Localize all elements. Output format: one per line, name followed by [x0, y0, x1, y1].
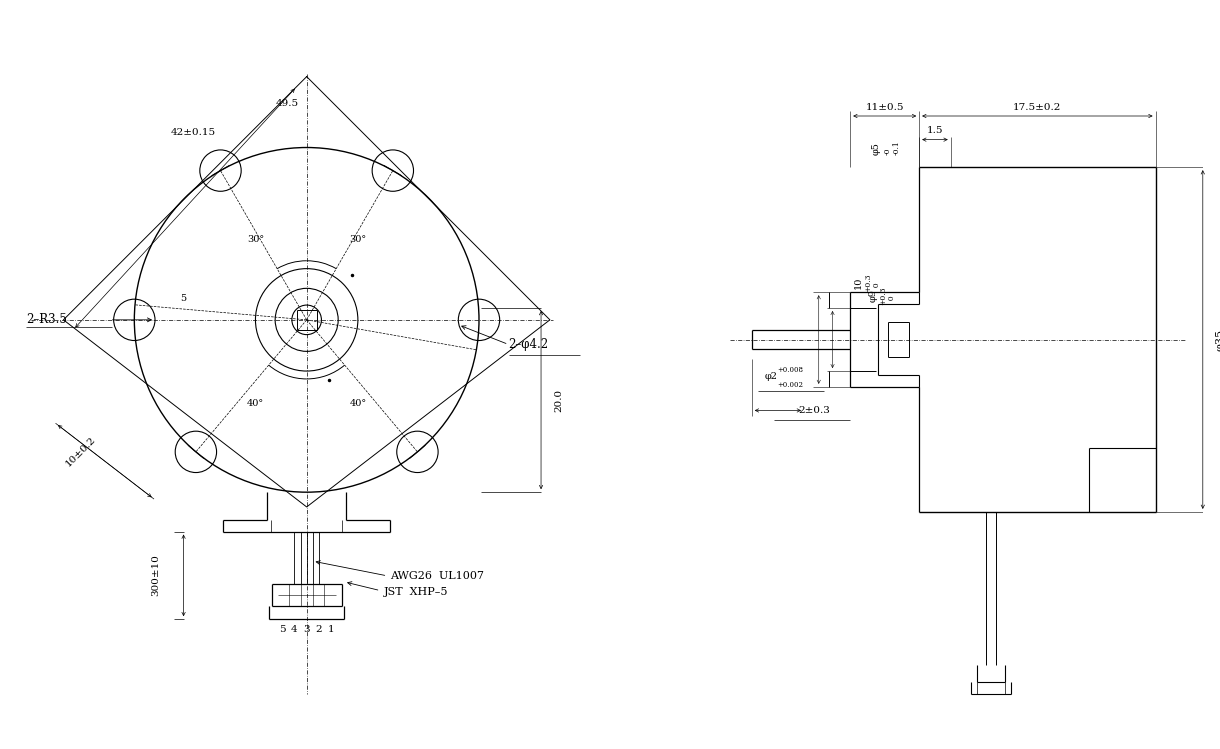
Text: 5: 5 — [181, 294, 187, 303]
Text: 20.0: 20.0 — [554, 389, 564, 412]
Text: +0.008: +0.008 — [777, 366, 804, 374]
Text: 11±0.5: 11±0.5 — [865, 103, 904, 112]
Text: JST  XHP–5: JST XHP–5 — [383, 586, 448, 597]
Text: +0.002: +0.002 — [777, 381, 804, 389]
Text: 2–R3.5: 2–R3.5 — [26, 313, 67, 327]
Text: 30°: 30° — [349, 234, 366, 243]
Text: 1.5: 1.5 — [927, 127, 943, 136]
Text: 40°: 40° — [246, 399, 264, 408]
Text: φ5: φ5 — [871, 142, 881, 155]
Text: 300±10: 300±10 — [151, 554, 161, 596]
Text: 30°: 30° — [246, 234, 264, 243]
Text: φ2: φ2 — [765, 372, 777, 381]
Text: 5: 5 — [278, 625, 285, 634]
Text: 10±0.2: 10±0.2 — [63, 434, 96, 468]
Text: 2–φ4.2: 2–φ4.2 — [509, 338, 549, 351]
Text: 42±0.15: 42±0.15 — [171, 128, 216, 137]
Text: φ9: φ9 — [869, 289, 878, 302]
Text: 17.5±0.2: 17.5±0.2 — [1013, 103, 1061, 112]
Text: -0
-0.1: -0 -0.1 — [883, 141, 900, 155]
Text: +0.3
  0: +0.3 0 — [864, 273, 881, 292]
Text: 2±0.3: 2±0.3 — [798, 406, 830, 415]
Text: 4: 4 — [292, 625, 298, 634]
Text: 2: 2 — [316, 625, 322, 634]
Text: 3: 3 — [304, 625, 310, 634]
Text: φ35: φ35 — [1215, 329, 1220, 351]
Text: 40°: 40° — [349, 399, 366, 408]
Text: 10: 10 — [854, 276, 863, 288]
Text: AWG26  UL1007: AWG26 UL1007 — [390, 571, 484, 581]
Text: 1: 1 — [328, 625, 334, 634]
Text: 49.5: 49.5 — [276, 99, 299, 108]
Text: +0.3
  0: +0.3 0 — [878, 286, 895, 305]
